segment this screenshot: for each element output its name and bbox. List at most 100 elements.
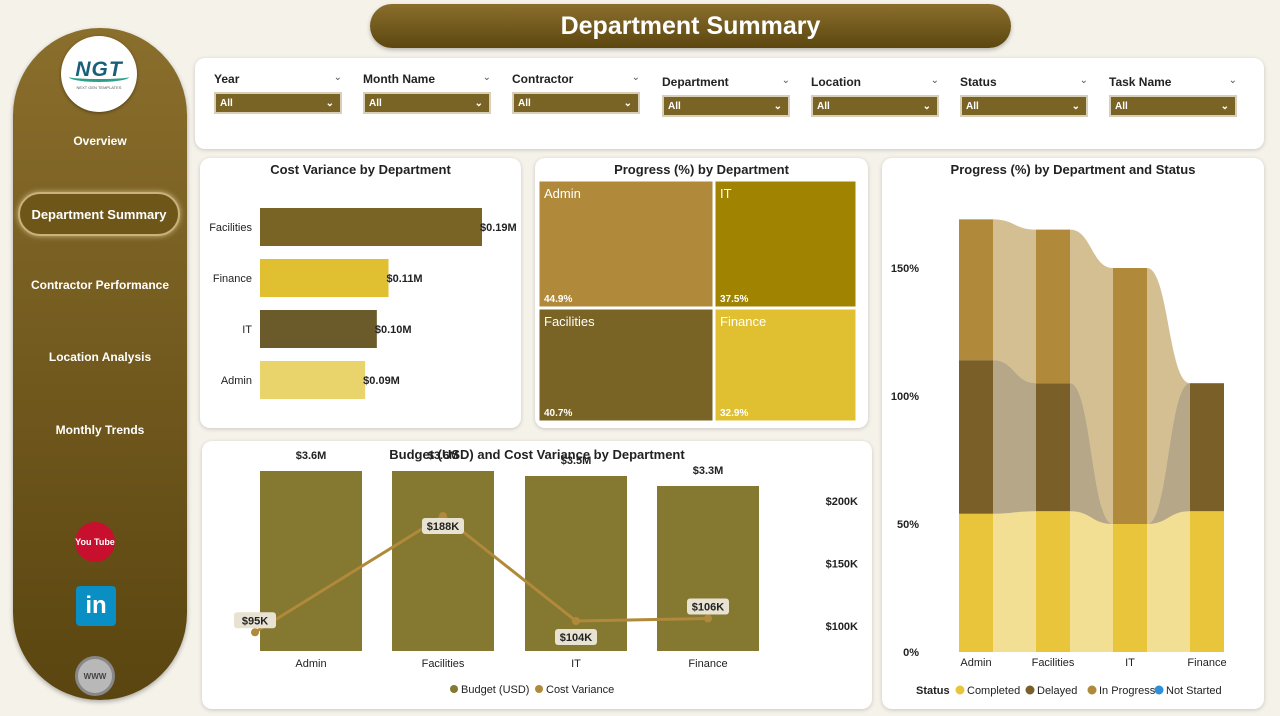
legend-swatch-budget [450,685,458,693]
y-tick-label: 150% [891,263,919,275]
x-tick-label: IT [571,658,581,670]
data-label: $0.11M [387,273,423,285]
x-tick-label: Admin [960,657,991,669]
bar-data-label: $3.3M [693,465,724,477]
slicer-label: Status [960,75,997,89]
chevron-down-icon: ⌄ [325,97,334,109]
slicer-label: Contractor [512,72,574,86]
cost-variance-point [704,614,712,623]
category-label: Admin [221,375,252,387]
legend-label: Not Started [1166,685,1222,697]
progress-status-ribbon-chart: 150% 100% 50% 0% Admin Facilities IT Finance Sta… [891,219,1227,697]
chevron-down-icon[interactable]: ⌄ [1228,75,1237,86]
bar-admin [260,361,366,399]
chart-title: Progress (%) by Department and Status [950,162,1196,177]
page-title: Department Summary [370,4,1011,48]
treemap-tile-facilities [538,308,714,422]
x-tick-label: Finance [1187,657,1226,669]
line-label-bg [422,518,464,534]
slicer-dropdown[interactable]: All ⌄ [811,95,939,117]
chevron-down-icon[interactable]: ⌄ [482,72,491,83]
tile-name: Finance [720,314,766,329]
budget-bar-finance [657,486,759,651]
category-label: Facilities [209,222,252,234]
slicer-status: Status ⌄ All ⌄ [960,75,1088,117]
slicer-value: All [220,97,233,109]
slicer-label: Year [214,72,240,86]
nav-contractor-performance[interactable]: Contractor Performance [30,278,170,292]
cost-variance-chart: Facilities $0.19M Finance $0.11M IT $0.10M Adm… [209,208,517,399]
tile-value: 40.7% [544,408,572,419]
chevron-down-icon: ⌄ [623,97,632,109]
legend-swatch-cost-variance [535,685,543,693]
ribbon-in-progress [993,219,1036,384]
line-data-label: $106K [692,602,724,614]
cost-variance-point [572,617,580,625]
nav-department-summary[interactable]: Department Summary [18,192,180,236]
treemap-tile-admin [538,180,714,308]
youtube-icon[interactable]: You Tube [75,522,115,562]
budget-cost-variance-chart: $3.6M Admin $3.6M Facilities $3.5M IT $3.3M Fin… [234,450,858,696]
slicer-contractor: Contractor ⌄ All ⌄ [512,72,640,114]
slicer-value: All [518,97,531,109]
segment-it-in-progress [1113,268,1147,524]
slicer-dropdown[interactable]: All ⌄ [1109,95,1237,117]
ribbon-completed [1070,511,1113,652]
chevron-down-icon: ⌄ [1220,100,1229,112]
x-tick-label: Facilities [422,658,465,670]
legend-label: Delayed [1037,685,1077,697]
slicer-dropdown[interactable]: All ⌄ [512,92,640,114]
legend-label: Budget (USD) [461,684,529,696]
chevron-down-icon[interactable]: ⌄ [1079,75,1088,86]
data-label: $0.09M [363,375,400,387]
legend-label: Completed [967,685,1020,697]
slicer-label: Task Name [1109,75,1172,89]
segment-admin-delayed [959,360,993,514]
slicer-dropdown[interactable]: All ⌄ [662,95,790,117]
slicer-location: Location ⌄ All ⌄ [811,75,939,117]
budget-bar-facilities [392,471,494,651]
bar-it [260,310,377,348]
slicer-dropdown[interactable]: All ⌄ [960,95,1088,117]
line-label-bg [555,629,597,645]
slicer-task-name: Task Name ⌄ All ⌄ [1109,75,1237,117]
chevron-down-icon[interactable]: ⌄ [930,75,939,86]
budget-bar-admin [260,471,362,651]
tile-name: Facilities [544,314,595,329]
line-data-label: $104K [560,632,592,644]
line-label-bg [687,598,729,615]
ribbon-delayed [993,360,1036,514]
linkedin-icon[interactable]: in [76,586,116,626]
x-tick-label: Facilities [1032,657,1075,669]
x-tick-label: Admin [295,658,326,670]
chevron-down-icon[interactable]: ⌄ [631,72,640,83]
line-data-label: $188K [427,521,459,533]
tile-name: IT [720,186,732,201]
slicer-year: Year ⌄ All ⌄ [214,72,342,114]
logo-subtext: NEXT GEN TEMPLATES [76,85,122,90]
slicer-label: Location [811,75,861,89]
chevron-down-icon[interactable]: ⌄ [333,72,342,83]
sidebar-nav: NGT NEXT GEN TEMPLATES Overview Departme… [13,28,187,700]
bar-data-label: $3.6M [428,450,459,462]
legend-label: Cost Variance [546,684,614,696]
tile-value: 44.9% [544,294,572,305]
slicer-label: Month Name [363,72,435,86]
legend-swatch [1154,685,1164,695]
chevron-down-icon: ⌄ [773,100,782,112]
nav-monthly-trends[interactable]: Monthly Trends [55,423,145,437]
website-globe-icon[interactable]: WWW [75,656,115,696]
nav-overview[interactable]: Overview [73,134,127,148]
legend-title: Status [916,685,950,697]
y2-tick-label: $150K [826,559,858,571]
slicer-dropdown[interactable]: All ⌄ [363,92,491,114]
nav-location-analysis[interactable]: Location Analysis [48,350,152,364]
slicer-value: All [817,100,830,112]
category-label: Finance [213,273,252,285]
slicer-dropdown[interactable]: All ⌄ [214,92,342,114]
ribbon-completed [993,511,1036,652]
slicer-value: All [668,100,681,112]
chevron-down-icon[interactable]: ⌄ [781,75,790,86]
x-tick-label: Finance [688,658,727,670]
progress-status-card: Progress (%) by Department and Status 15… [882,158,1264,709]
